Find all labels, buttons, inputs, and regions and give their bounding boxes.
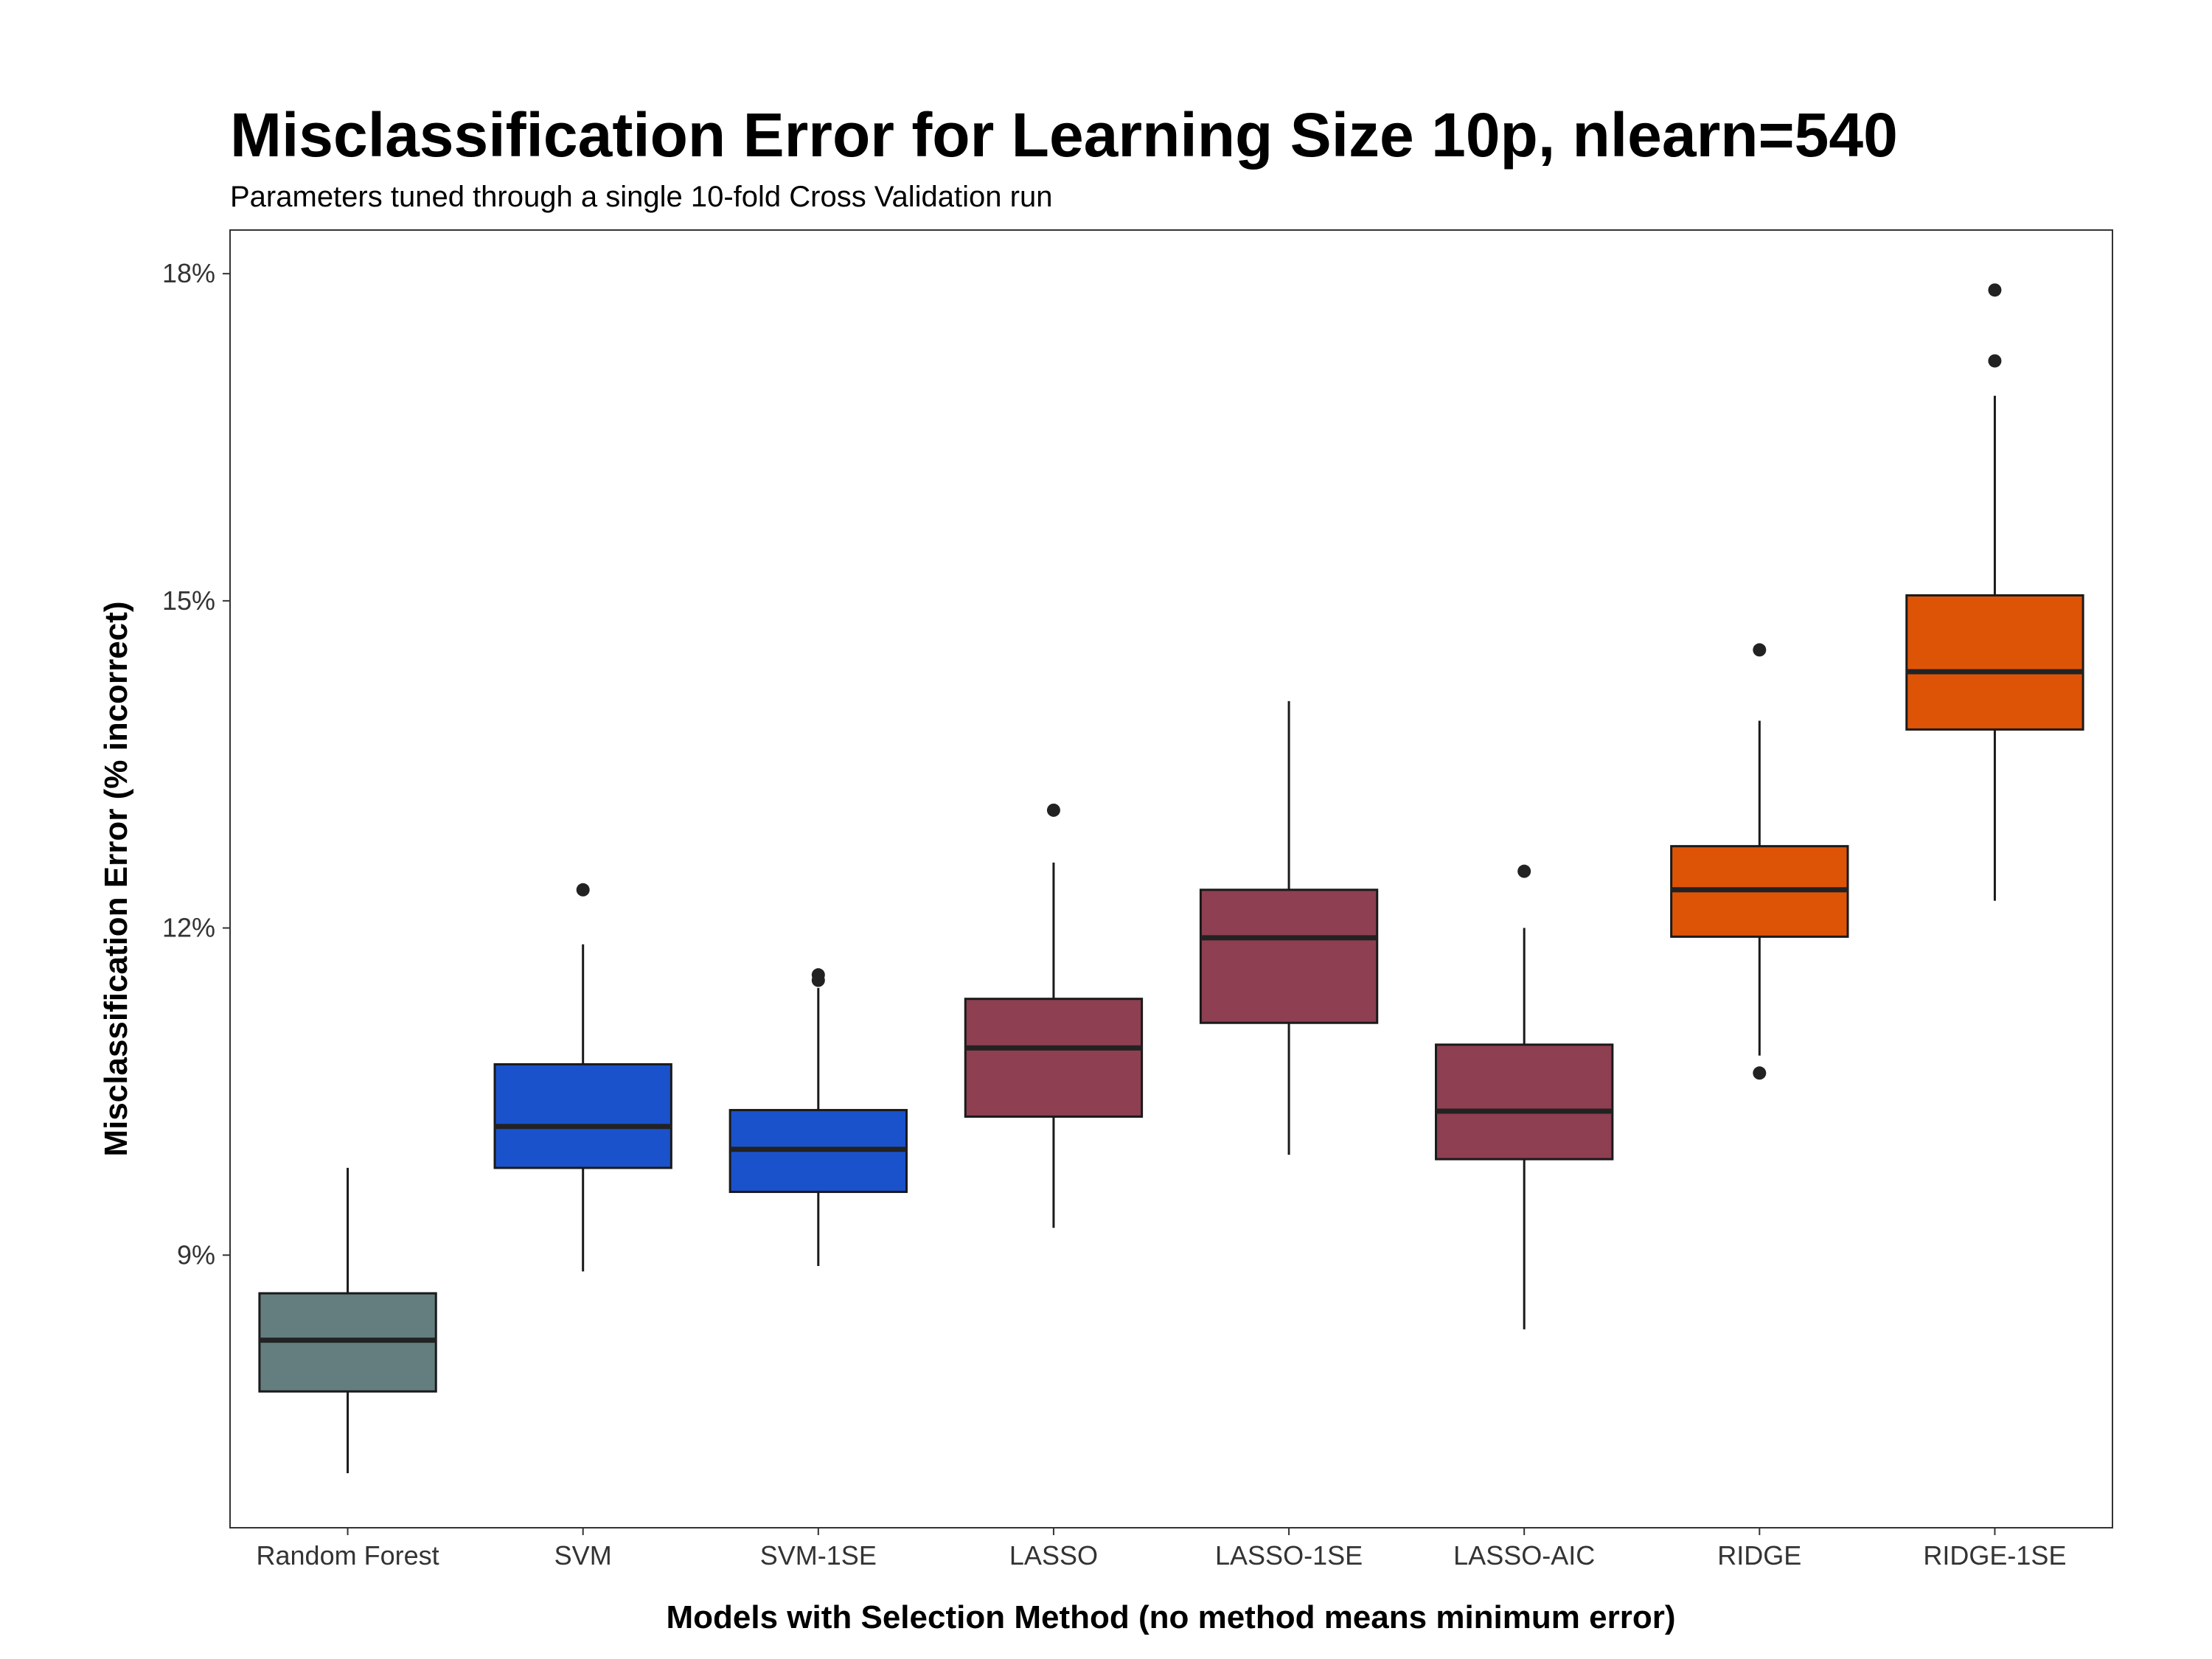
plot-panel <box>229 229 2113 1528</box>
y-tick-label: 15% <box>162 585 215 616</box>
x-tick-label: SVM <box>554 1540 612 1571</box>
x-tick-label: RIDGE-1SE <box>1923 1540 2066 1571</box>
x-tick-label: RIDGE <box>1717 1540 1801 1571</box>
x-tick-label: LASSO-1SE <box>1215 1540 1363 1571</box>
y-tick-label: 12% <box>162 913 215 943</box>
x-tick-label: Random Forest <box>257 1540 439 1571</box>
box-body <box>1905 594 2084 731</box>
outlier-point <box>1753 1066 1767 1080</box>
chart-title: Misclassification Error for Learning Siz… <box>230 100 1898 170</box>
box-body <box>1199 888 1379 1024</box>
y-axis: 9% 12% 15% 18% <box>162 258 230 1270</box>
y-tick-label: 9% <box>177 1239 215 1270</box>
box-svm-1se <box>728 968 908 1267</box>
box-body <box>964 998 1144 1118</box>
box-series <box>258 283 2084 1474</box>
x-tick-label: LASSO <box>1009 1540 1098 1571</box>
y-tick-label: 18% <box>162 258 215 288</box>
box-ridge-1se <box>1905 283 2084 901</box>
outlier-point <box>1517 864 1531 878</box>
box-lasso <box>964 803 1144 1228</box>
x-axis-title: Models with Selection Method (no method … <box>666 1599 1675 1635</box>
x-tick-label: LASSO-AIC <box>1453 1540 1595 1571</box>
x-tick-label: SVM-1SE <box>760 1540 877 1571</box>
outlier-point <box>1753 643 1767 657</box>
box-lasso-aic <box>1435 864 1614 1329</box>
box-svm <box>493 883 672 1272</box>
box-body <box>493 1062 672 1169</box>
box-random-forest <box>258 1167 437 1474</box>
outlier-point <box>811 968 825 982</box>
outlier-point <box>576 883 590 897</box>
box-body <box>1435 1043 1614 1161</box>
outlier-point <box>1046 803 1060 817</box>
box-lasso-1se <box>1199 700 1379 1155</box>
y-axis-title: Misclassification Error (% incorrect) <box>98 601 134 1156</box>
outlier-point <box>1988 354 2002 368</box>
box-ridge <box>1670 643 1849 1080</box>
x-axis: Random Forest SVM SVM-1SE LASSO LASSO-1SE LAS… <box>257 1528 2066 1571</box>
outlier-point <box>1988 283 2002 297</box>
chart-subtitle: Parameters tuned through a single 10-fol… <box>230 181 1052 213</box>
